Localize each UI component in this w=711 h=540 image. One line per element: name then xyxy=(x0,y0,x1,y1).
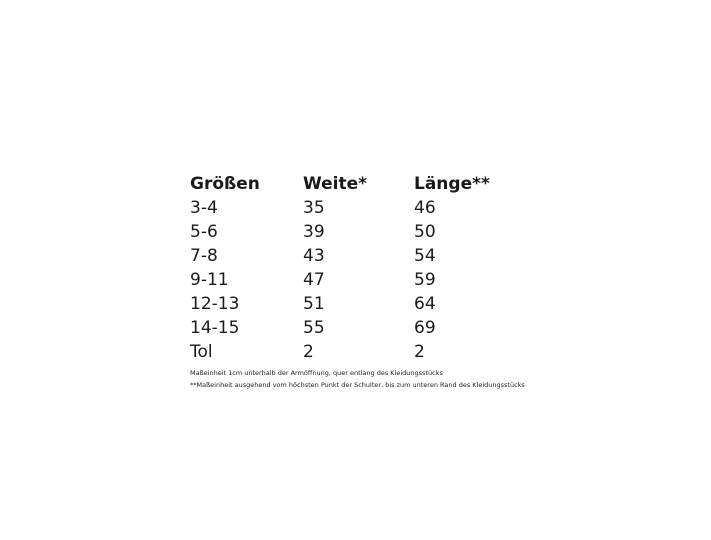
footnote: Maßeinheit 1cm unterhalb der Armöffnung,… xyxy=(190,369,443,377)
table-cell: 50 xyxy=(414,222,436,242)
table-cell: Tol xyxy=(190,342,213,362)
table-cell: 55 xyxy=(303,318,325,338)
column-header: Länge** xyxy=(414,174,490,194)
column-header: Weite* xyxy=(303,174,368,194)
table-cell: 69 xyxy=(414,318,436,338)
table-cell: 51 xyxy=(303,294,325,314)
table-cell: 14-15 xyxy=(190,318,240,338)
table-cell: 3-4 xyxy=(190,198,218,218)
table-cell: 39 xyxy=(303,222,325,242)
table-cell: 9-11 xyxy=(190,270,229,290)
table-cell: 46 xyxy=(414,198,436,218)
table-cell: 7-8 xyxy=(190,246,218,266)
table-cell: 43 xyxy=(303,246,325,266)
table-cell: 12-13 xyxy=(190,294,240,314)
table-cell: 47 xyxy=(303,270,325,290)
table-cell: 2 xyxy=(414,342,425,362)
table-cell: 54 xyxy=(414,246,436,266)
footnote: **Maßeinheit ausgehend vom höchsten Punk… xyxy=(190,381,525,389)
column-header: Größen xyxy=(190,174,260,194)
table-cell: 5-6 xyxy=(190,222,218,242)
table-cell: 35 xyxy=(303,198,325,218)
table-cell: 64 xyxy=(414,294,436,314)
table-cell: 59 xyxy=(414,270,436,290)
table-cell: 2 xyxy=(303,342,314,362)
